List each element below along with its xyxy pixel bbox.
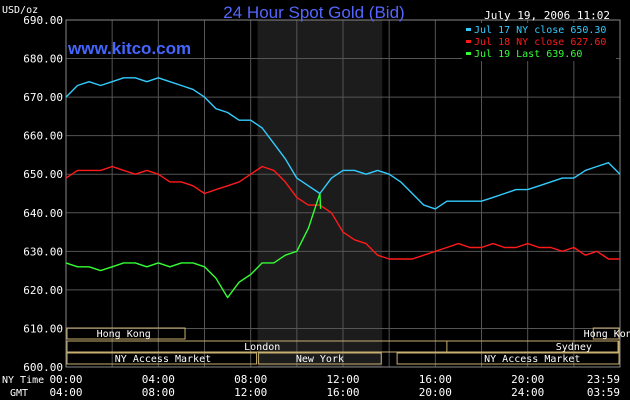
legend-entry: Jul 18 NY close 627.60 <box>474 37 606 48</box>
session-bar <box>592 327 620 340</box>
x-tick-label-ny: 08:00 <box>234 373 267 386</box>
axes: 600.00 610.00 620.00 630.00 640.00 650.00 660.… <box>23 14 620 399</box>
y-tick-label: 670.00 <box>23 91 63 104</box>
session-label-ny-access-market: NY Access Market <box>115 354 211 365</box>
x-tick-label-gmt: 12:00 <box>234 386 267 399</box>
session-bar <box>66 340 620 353</box>
series-line-1 <box>65 77 621 210</box>
y-tick-label: 650.00 <box>23 168 63 181</box>
series-line-2 <box>65 165 620 260</box>
y-tick-label: 660.00 <box>23 130 63 143</box>
session-label-london: London <box>244 342 280 353</box>
y-tick-label: 640.00 <box>23 207 63 220</box>
x-tick-label-ny: 12:00 <box>326 373 359 386</box>
legend-swatch <box>466 52 471 55</box>
session-bar <box>66 327 186 340</box>
x-tick-label-gmt: 03:59 <box>587 386 620 399</box>
y-tick-label: 600.00 <box>23 361 63 374</box>
session-label-hong-kong: Hong Kong <box>97 329 151 340</box>
session-label-hong-kong: Hong Kong <box>584 329 630 340</box>
x-tick-label-ny: 23:59 <box>587 373 620 386</box>
legend-swatch <box>466 28 471 31</box>
y-tick-label: 610.00 <box>23 322 63 335</box>
plot-frame <box>65 19 621 368</box>
watermark-kitco: www.kitco.com <box>67 39 191 58</box>
timestamp: July 19, 2006 11:02 <box>484 9 610 22</box>
y-tick-label: 680.00 <box>23 53 63 66</box>
legend-swatch <box>466 40 471 43</box>
session-bar <box>66 352 258 365</box>
x-tick-label-ny: 20:00 <box>511 373 544 386</box>
x-tick-label-ny: 04:00 <box>142 373 175 386</box>
legend-box <box>462 23 616 61</box>
x-label-gmt: GMT <box>10 388 28 399</box>
series-line-3 <box>65 192 322 299</box>
x-tick-label-gmt: 04:00 <box>49 386 82 399</box>
x-label-ny: NY Time <box>2 375 44 386</box>
session-bar <box>258 352 382 365</box>
chart-title: 24 Hour Spot Gold (Bid) <box>223 3 404 22</box>
x-tick-label-gmt: 16:00 <box>326 386 359 399</box>
unit-label: USD/oz <box>2 5 38 16</box>
legend-entry: Jul 17 NY close 650.30 <box>474 25 606 36</box>
y-tick-label: 620.00 <box>23 284 63 297</box>
x-tick-label-gmt: 08:00 <box>142 386 175 399</box>
y-tick-label: 630.00 <box>23 245 63 258</box>
session-bar <box>396 352 620 365</box>
x-tick-label-gmt: 24:00 <box>511 386 544 399</box>
session-label-ny-access-market: NY Access Market <box>484 354 580 365</box>
x-tick-label-ny: 00:00 <box>49 373 82 386</box>
session-label-sydney: Sydney <box>556 342 592 353</box>
session-bar <box>446 340 619 353</box>
x-tick-label-ny: 16:00 <box>419 373 452 386</box>
x-tick-label-gmt: 20:00 <box>419 386 452 399</box>
y-tick-label: 690.00 <box>23 14 63 27</box>
session-label-new-york: New York <box>296 354 344 365</box>
legend-entry: Jul 19 Last 639.60 <box>474 49 582 60</box>
price-series <box>65 77 621 299</box>
